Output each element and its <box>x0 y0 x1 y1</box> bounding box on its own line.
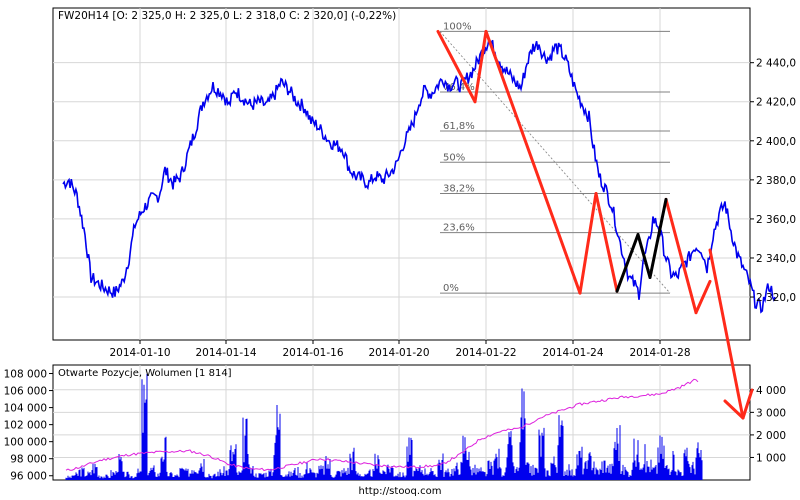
price-y-tick-label-6: 2 440,0 <box>756 58 796 70</box>
projection-arrow-line <box>708 248 745 420</box>
wave-annotation-layer <box>436 29 712 315</box>
price-x-tick-label-3: 2014-01-20 <box>368 347 429 359</box>
price-y-tick-label-2: 2 360,0 <box>756 214 796 226</box>
fib-level-label-3: 50% <box>443 152 465 163</box>
price-y-tick-label-3: 2 380,0 <box>756 175 796 187</box>
volume-bars-layer <box>65 373 703 480</box>
volume-chart-title: Otwarte Pozycje, Wolumen [1 814] <box>58 368 232 379</box>
oi-y-tick-label-6: 108 000 <box>4 369 47 381</box>
price-series-layer <box>62 37 776 314</box>
fib-level-label-4: 38,2% <box>443 184 475 195</box>
price-x-tick-label-4: 2014-01-22 <box>455 347 516 359</box>
oi-y-tick-label-2: 100 000 <box>4 437 47 449</box>
fib-level-label-6: 0% <box>443 283 459 294</box>
black-wave-segment-1 <box>636 233 652 280</box>
oi-y-tick-label-5: 106 000 <box>4 386 47 398</box>
price-series-line <box>62 37 776 314</box>
price-x-tick-label-2: 2014-01-16 <box>282 347 343 359</box>
price-x-tick-label-6: 2014-01-28 <box>629 347 690 359</box>
red-wave-segment-5 <box>664 197 698 315</box>
price-y-axis: 2 320,0 2 340,0 2 360,0 2 380,0 2 400,0 2 420… <box>750 58 796 304</box>
projection-arrowhead-left <box>723 399 745 420</box>
red-wave-segment-2 <box>484 29 582 295</box>
price-y-tick-label-4: 2 400,0 <box>756 136 796 148</box>
volume-y-tick-label-2: 3 000 <box>756 407 786 419</box>
projection-layer <box>708 248 754 420</box>
open-interest-y-axis: 96 000 98 000 100 000 102 000 104 000 106 000… <box>4 369 53 483</box>
black-wave-segment-2 <box>648 197 668 280</box>
fib-level-label-0: 100% <box>443 21 472 32</box>
price-y-tick-label-5: 2 420,0 <box>756 97 796 109</box>
red-wave-segment-6 <box>694 279 712 315</box>
volume-y-tick-label-0: 1 000 <box>756 452 786 464</box>
open-interest-layer <box>65 378 699 472</box>
oi-y-tick-label-4: 104 000 <box>4 403 47 415</box>
red-wave-segment-0 <box>436 29 477 104</box>
volume-y-tick-label-1: 2 000 <box>756 430 786 442</box>
fib-level-label-2: 61,8% <box>443 121 475 132</box>
price-panel: 100%76,4%61,8%50%38,2%23,6%0% FW20H14 [O… <box>52 7 796 359</box>
oi-y-tick-label-3: 102 000 <box>4 420 47 432</box>
red-wave-segment-1 <box>473 29 488 104</box>
oi-y-tick-label-0: 96 000 <box>10 471 47 483</box>
red-wave-segment-4 <box>594 192 619 293</box>
fib-level-label-5: 23,6% <box>443 223 475 234</box>
open-interest-line <box>65 378 699 472</box>
black-wave-segment-0 <box>615 233 640 293</box>
price-grid <box>53 8 750 340</box>
price-y-tick-label-1: 2 340,0 <box>756 253 796 265</box>
price-x-tick-label-0: 2014-01-10 <box>109 347 170 359</box>
source-link[interactable]: http://stooq.com <box>359 486 442 497</box>
price-x-tick-label-1: 2014-01-14 <box>195 347 256 359</box>
volume-y-axis: 1 000 2 000 3 000 4 000 <box>750 385 786 464</box>
projection-arrowhead-right <box>741 388 754 420</box>
volume-panel: Otwarte Pozycje, Wolumen [1 814] 96 0009… <box>4 364 786 483</box>
volume-y-tick-label-3: 4 000 <box>756 385 786 397</box>
price-x-axis: 2014-01-10 2014-01-14 2014-01-16 2014-01-20… <box>109 340 691 359</box>
red-wave-segment-3 <box>578 192 598 295</box>
price-chart-title: FW20H14 [O: 2 325,0 H: 2 325,0 L: 2 318,… <box>58 10 396 22</box>
price-x-tick-label-5: 2014-01-24 <box>542 347 603 359</box>
price-plot-frame <box>52 7 751 341</box>
oi-y-tick-label-1: 98 000 <box>10 454 47 466</box>
price-y-tick-label-0: 2 320,0 <box>756 292 796 304</box>
